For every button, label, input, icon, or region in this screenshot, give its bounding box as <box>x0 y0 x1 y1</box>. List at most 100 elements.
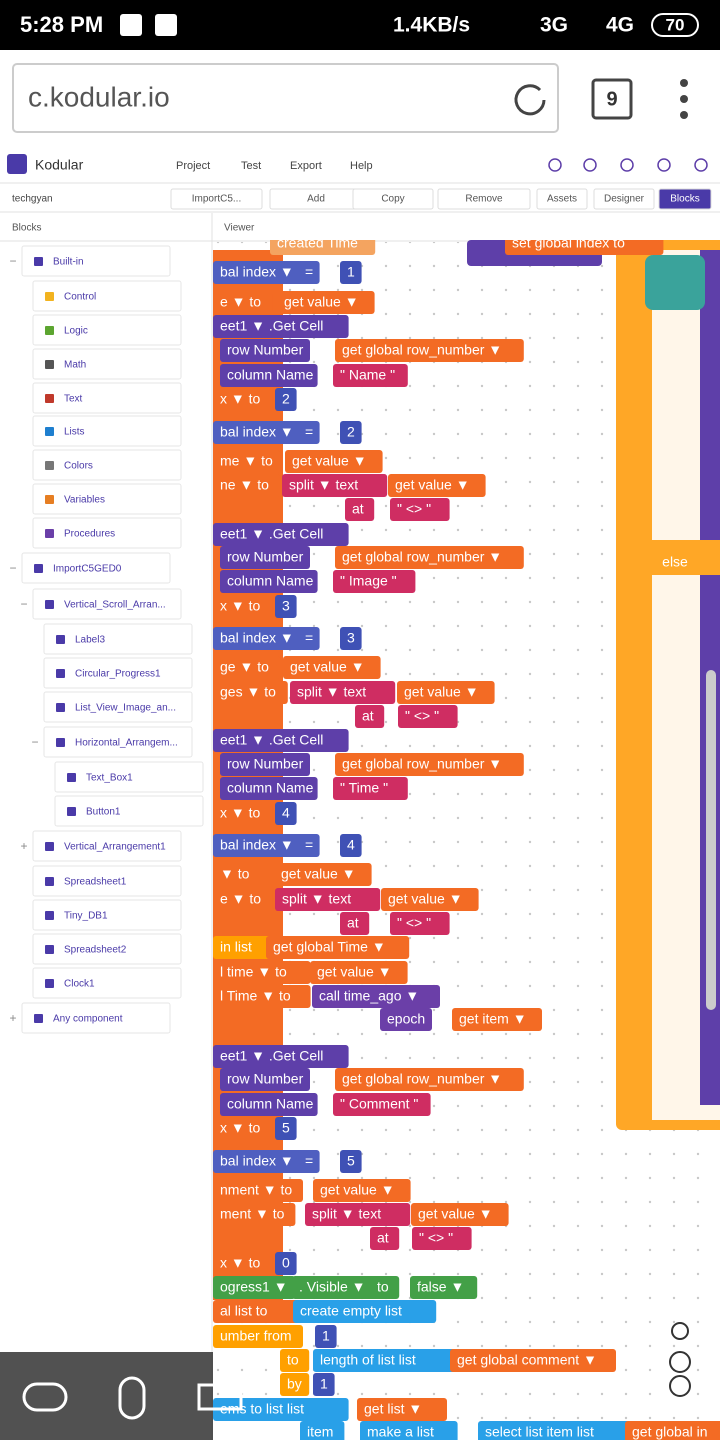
tree-toggle[interactable]: + <box>9 1011 16 1025</box>
block[interactable] <box>340 261 362 284</box>
block[interactable] <box>355 705 385 728</box>
block[interactable] <box>282 474 388 497</box>
block[interactable] <box>213 1252 273 1275</box>
block[interactable] <box>310 961 408 984</box>
block[interactable] <box>390 912 450 935</box>
block[interactable] <box>213 523 349 546</box>
block[interactable] <box>220 1093 318 1116</box>
block[interactable] <box>213 315 349 338</box>
block[interactable] <box>390 498 450 521</box>
block[interactable] <box>280 1349 310 1372</box>
block[interactable] <box>274 863 372 886</box>
gamepad[interactable] <box>22 1382 68 1412</box>
block[interactable] <box>333 777 408 800</box>
block[interactable] <box>333 1093 431 1116</box>
block[interactable] <box>305 1203 411 1226</box>
block[interactable] <box>625 1421 720 1440</box>
block[interactable] <box>298 261 320 284</box>
menu-item[interactable]: Help <box>350 160 373 172</box>
block[interactable] <box>213 1300 303 1323</box>
block[interactable] <box>340 627 362 650</box>
toolbar-button[interactable] <box>536 188 588 210</box>
tree-item[interactable] <box>32 865 182 897</box>
block[interactable] <box>213 802 273 825</box>
tree-item[interactable] <box>54 795 204 827</box>
tree-item[interactable] <box>43 623 193 655</box>
tree-item[interactable] <box>54 761 204 793</box>
block[interactable] <box>298 1150 320 1173</box>
tree-item[interactable] <box>32 483 182 515</box>
block[interactable] <box>270 232 376 255</box>
block[interactable] <box>213 834 311 857</box>
tree-item[interactable] <box>43 657 193 689</box>
block[interactable] <box>388 474 486 497</box>
tree-item[interactable] <box>32 933 182 965</box>
tree-item[interactable] <box>32 280 182 312</box>
block[interactable] <box>370 1227 400 1250</box>
scrollbar[interactable] <box>706 670 716 1010</box>
tree-item[interactable] <box>32 967 182 999</box>
block[interactable] <box>213 1179 303 1202</box>
header-icon[interactable] <box>548 158 562 172</box>
block[interactable] <box>398 705 458 728</box>
block[interactable] <box>292 1276 390 1299</box>
block[interactable] <box>335 339 524 362</box>
block[interactable] <box>380 1008 432 1031</box>
block[interactable] <box>357 1398 447 1421</box>
tree-item[interactable] <box>21 245 171 277</box>
block[interactable] <box>213 627 311 650</box>
block[interactable] <box>313 1179 411 1202</box>
menu-item[interactable]: Project <box>176 160 210 172</box>
block[interactable] <box>213 1045 349 1068</box>
block[interactable] <box>275 888 381 911</box>
block[interactable] <box>213 1117 273 1140</box>
block[interactable] <box>213 656 281 679</box>
block[interactable] <box>220 570 318 593</box>
block[interactable] <box>335 546 524 569</box>
tree-item[interactable] <box>32 415 182 447</box>
tree-item[interactable] <box>32 348 182 380</box>
block[interactable] <box>340 912 370 935</box>
block[interactable] <box>213 450 281 473</box>
block[interactable] <box>360 1421 458 1440</box>
block[interactable] <box>213 1203 296 1226</box>
toolbar-button[interactable] <box>593 188 655 210</box>
block[interactable] <box>220 546 310 569</box>
zoom-in[interactable] <box>669 1351 691 1373</box>
block[interactable] <box>333 570 416 593</box>
block[interactable] <box>298 834 320 857</box>
block[interactable] <box>213 421 311 444</box>
block[interactable] <box>213 729 349 752</box>
block[interactable] <box>450 1349 616 1372</box>
tree-item[interactable] <box>43 691 193 723</box>
block[interactable] <box>290 681 396 704</box>
block[interactable] <box>275 388 297 411</box>
block[interactable] <box>220 1068 310 1091</box>
block[interactable] <box>213 474 281 497</box>
block[interactable] <box>213 261 311 284</box>
block[interactable] <box>213 961 311 984</box>
block[interactable] <box>315 1325 337 1348</box>
menu-item[interactable]: Export <box>290 160 322 172</box>
block[interactable] <box>220 777 318 800</box>
block[interactable] <box>313 1349 472 1372</box>
block[interactable] <box>275 1117 297 1140</box>
toolbar-button[interactable] <box>658 188 712 210</box>
block[interactable] <box>275 595 297 618</box>
tree-item[interactable] <box>32 449 182 481</box>
block[interactable] <box>411 1203 509 1226</box>
tree-toggle[interactable]: + <box>20 839 27 853</box>
block[interactable] <box>293 1300 437 1323</box>
block[interactable] <box>213 863 258 886</box>
block[interactable] <box>335 1068 524 1091</box>
block[interactable] <box>220 339 310 362</box>
block[interactable] <box>312 985 440 1008</box>
block[interactable] <box>381 888 479 911</box>
toolbar-button[interactable] <box>352 188 434 210</box>
block[interactable] <box>340 834 362 857</box>
toolbar-button[interactable] <box>437 188 531 210</box>
reload[interactable] <box>514 84 546 116</box>
block[interactable] <box>410 1276 478 1299</box>
block[interactable] <box>333 364 408 387</box>
block[interactable] <box>478 1421 652 1440</box>
